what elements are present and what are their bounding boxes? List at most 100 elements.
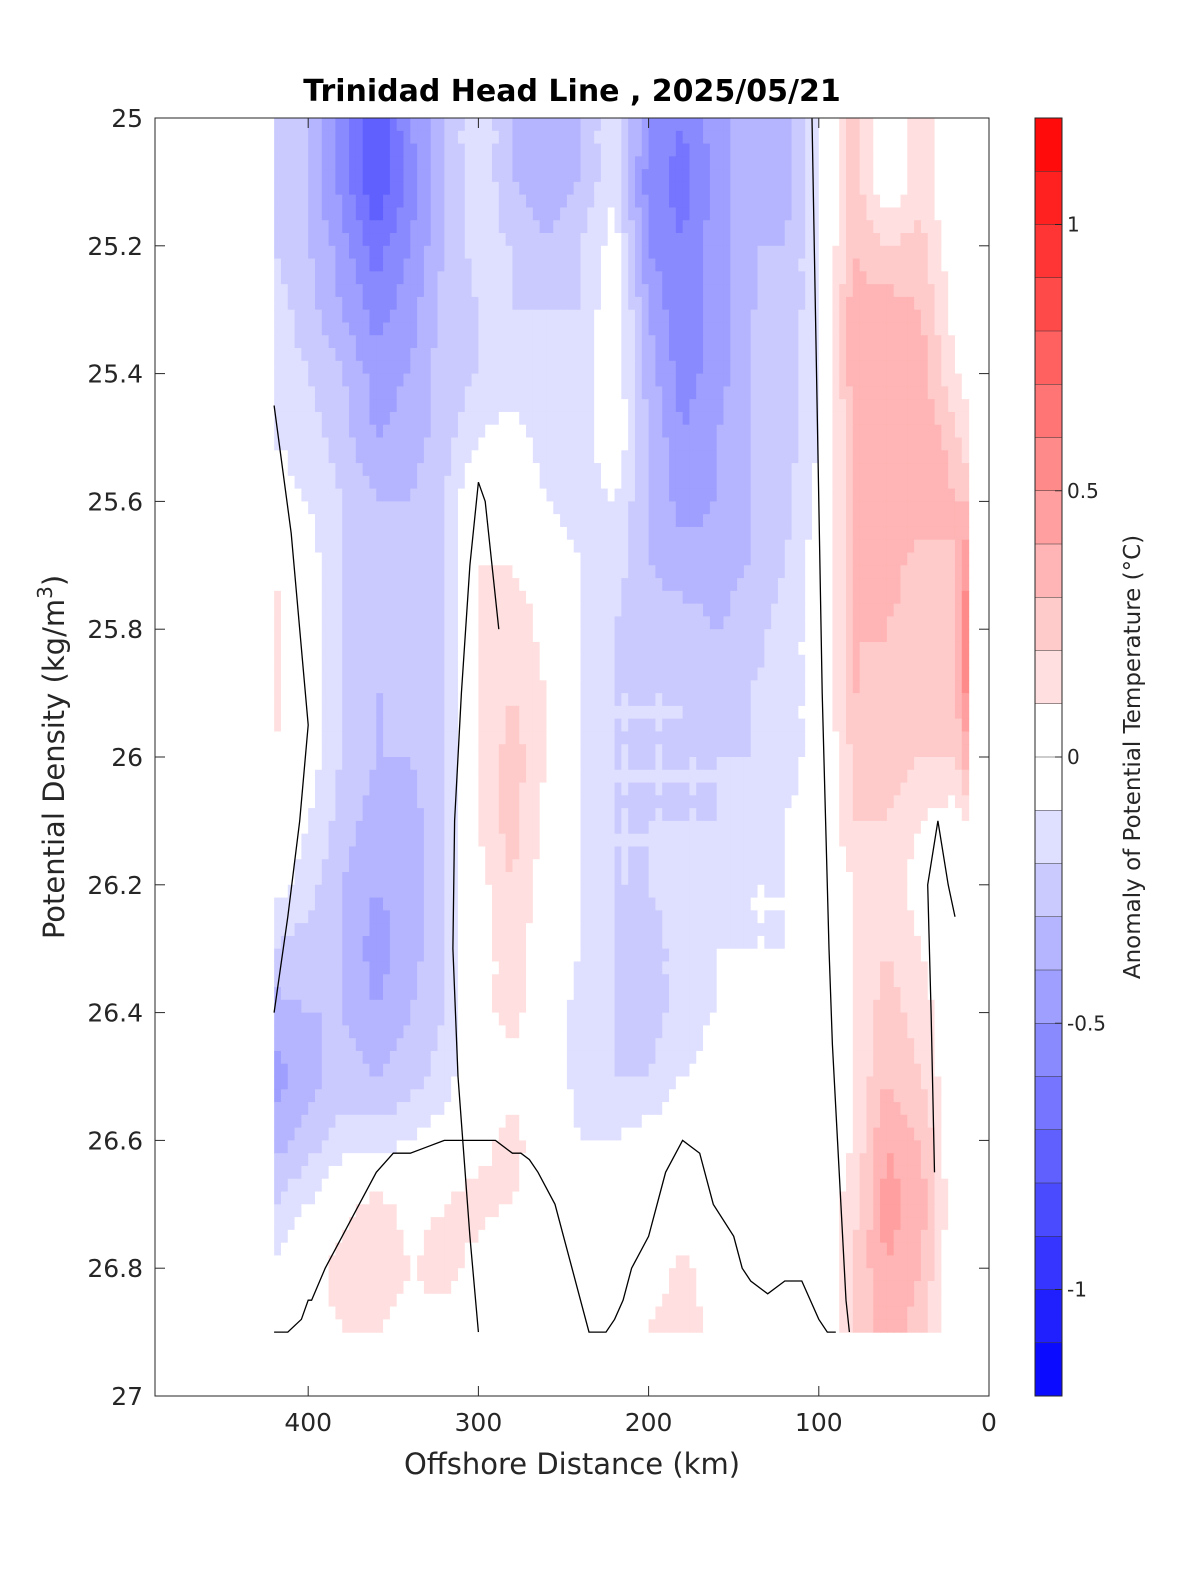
heatmap-cell bbox=[335, 629, 343, 643]
heatmap-cell bbox=[451, 258, 459, 272]
heatmap-cell bbox=[519, 284, 527, 298]
heatmap-cell bbox=[383, 693, 391, 707]
heatmap-cell bbox=[294, 207, 302, 221]
heatmap-cell bbox=[941, 348, 949, 362]
heatmap-cell bbox=[451, 590, 459, 605]
heatmap-cell bbox=[764, 233, 772, 247]
heatmap-cell bbox=[634, 539, 643, 554]
heatmap-cell bbox=[907, 411, 915, 426]
heatmap-cell bbox=[580, 194, 588, 209]
heatmap-cell bbox=[682, 386, 691, 400]
heatmap-cell bbox=[757, 245, 765, 260]
heatmap-cell bbox=[846, 731, 854, 745]
heatmap-cell bbox=[893, 207, 902, 221]
heatmap-cell bbox=[532, 271, 541, 285]
heatmap-cell bbox=[485, 335, 493, 349]
heatmap-cell bbox=[566, 373, 575, 387]
heatmap-cell bbox=[430, 616, 439, 630]
heatmap-cell bbox=[369, 194, 377, 209]
heatmap-cell bbox=[335, 539, 343, 554]
heatmap-cell bbox=[280, 718, 289, 733]
heatmap-cell bbox=[641, 463, 650, 477]
heatmap-cell bbox=[941, 731, 949, 745]
heatmap-cell bbox=[471, 220, 479, 234]
heatmap-cell bbox=[362, 488, 371, 502]
heatmap-cell bbox=[852, 411, 861, 426]
heatmap-cell bbox=[519, 488, 527, 502]
heatmap-cell bbox=[294, 667, 302, 681]
heatmap-cell bbox=[703, 641, 711, 656]
heatmap-cell bbox=[594, 641, 602, 656]
heatmap-cell bbox=[546, 169, 554, 183]
heatmap-cell bbox=[539, 399, 548, 413]
heatmap-cell bbox=[573, 450, 582, 464]
heatmap-cell bbox=[485, 424, 493, 439]
heatmap-cell bbox=[274, 360, 282, 375]
heatmap-cell bbox=[893, 552, 902, 566]
heatmap-cell bbox=[805, 399, 813, 413]
heatmap-cell bbox=[696, 143, 704, 157]
heatmap-cell bbox=[553, 590, 561, 605]
heatmap-cell bbox=[485, 463, 493, 477]
heatmap-cell bbox=[669, 501, 677, 515]
heatmap-cell bbox=[560, 156, 568, 170]
heatmap-cell bbox=[308, 475, 316, 490]
heatmap-cell bbox=[301, 629, 309, 643]
heatmap-cell bbox=[457, 233, 466, 247]
heatmap-cell bbox=[934, 220, 942, 234]
heatmap-cell bbox=[614, 565, 622, 579]
heatmap-cell bbox=[376, 207, 384, 221]
heatmap-cell bbox=[628, 590, 636, 605]
heatmap-cell bbox=[314, 565, 323, 579]
heatmap-cell bbox=[451, 399, 459, 413]
heatmap-cell bbox=[791, 578, 799, 592]
heatmap-cell bbox=[423, 258, 432, 272]
heatmap-cell bbox=[907, 309, 915, 324]
heatmap-cell bbox=[478, 641, 486, 656]
heatmap-cell bbox=[437, 194, 445, 209]
heatmap-cell bbox=[369, 616, 377, 630]
heatmap-cell bbox=[750, 245, 759, 260]
heatmap-cell bbox=[648, 718, 656, 733]
plot-area[interactable] bbox=[154, 117, 990, 1397]
heatmap-cell bbox=[825, 169, 834, 183]
heatmap-cell bbox=[859, 130, 868, 145]
heatmap-cell bbox=[566, 322, 575, 336]
heatmap-cell bbox=[396, 373, 405, 387]
heatmap-cell bbox=[321, 258, 330, 272]
heatmap-cell bbox=[934, 309, 942, 324]
heatmap-cell bbox=[485, 603, 493, 618]
heatmap-cell bbox=[498, 411, 507, 426]
heatmap-cell bbox=[389, 399, 398, 413]
heatmap-cell bbox=[927, 654, 936, 669]
heatmap-cell bbox=[948, 335, 956, 349]
heatmap-cell bbox=[614, 693, 622, 707]
heatmap-cell bbox=[417, 705, 425, 720]
heatmap-cell bbox=[308, 463, 316, 477]
heatmap-cell bbox=[927, 271, 936, 285]
heatmap-cell bbox=[648, 373, 656, 387]
heatmap-cell bbox=[464, 501, 473, 515]
heatmap-cell bbox=[485, 488, 493, 502]
heatmap-cell bbox=[349, 526, 357, 541]
heatmap-cell bbox=[886, 169, 895, 183]
heatmap-cell bbox=[914, 475, 922, 490]
heatmap-cell bbox=[791, 130, 799, 145]
heatmap-cell bbox=[580, 169, 588, 183]
heatmap-cell bbox=[321, 411, 330, 426]
heatmap-cell bbox=[314, 360, 323, 375]
heatmap-cell bbox=[669, 296, 677, 311]
heatmap-cell bbox=[703, 130, 711, 145]
heatmap-cell bbox=[287, 578, 296, 592]
heatmap-cell bbox=[301, 143, 309, 157]
heatmap-cell bbox=[900, 399, 908, 413]
heatmap-cell bbox=[866, 514, 874, 528]
heatmap-cell bbox=[873, 156, 881, 170]
heatmap-cell bbox=[743, 322, 752, 336]
heatmap-cell bbox=[737, 220, 745, 234]
heatmap-cell bbox=[478, 399, 486, 413]
heatmap-cell bbox=[274, 220, 282, 234]
heatmap-cell bbox=[444, 578, 452, 592]
heatmap-cell bbox=[553, 220, 561, 234]
heatmap-cell bbox=[573, 194, 582, 209]
